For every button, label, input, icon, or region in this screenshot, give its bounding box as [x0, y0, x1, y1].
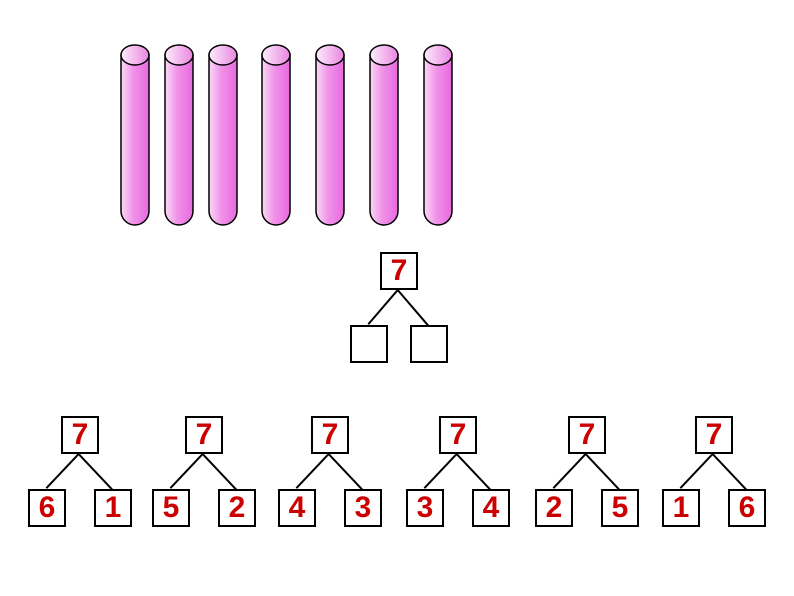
main-tree-edge-right: [397, 290, 429, 326]
main-tree-right: [410, 325, 448, 363]
tree-4-edge-left: [424, 453, 458, 489]
main-tree-edge-left: [367, 289, 399, 325]
rod-4: [262, 45, 290, 225]
tree-3-left: 4: [278, 489, 316, 527]
tree-6-edge-right: [713, 454, 747, 490]
tree-1-left: 6: [28, 489, 66, 527]
tree-2-edge-right: [203, 454, 237, 490]
diagram-canvas: 7761752743734725716: [0, 0, 794, 596]
tree-5-edge-right: [586, 454, 620, 490]
tree-1-top: 7: [61, 416, 99, 454]
tree-1-right: 1: [94, 489, 132, 527]
main-tree-top: 7: [380, 252, 418, 290]
tree-1-edge-left: [46, 453, 80, 489]
tree-6-top: 7: [695, 416, 733, 454]
tree-2-top: 7: [185, 416, 223, 454]
tree-3-edge-left: [296, 453, 330, 489]
tree-2-right: 2: [218, 489, 256, 527]
tree-6-left: 1: [662, 489, 700, 527]
tree-5-right: 5: [601, 489, 639, 527]
tree-6-edge-left: [680, 453, 714, 489]
tree-5-top: 7: [568, 416, 606, 454]
tree-1-edge-right: [79, 454, 113, 490]
rod-6: [370, 45, 398, 225]
rods-group: [0, 0, 794, 260]
main-tree-left: [350, 325, 388, 363]
rod-2: [165, 45, 193, 225]
tree-2-left: 5: [152, 489, 190, 527]
rod-1: [121, 45, 149, 225]
tree-2-edge-left: [170, 453, 204, 489]
tree-4-right: 4: [472, 489, 510, 527]
tree-3-right: 3: [344, 489, 382, 527]
rod-5: [316, 45, 344, 225]
tree-3-top: 7: [311, 416, 349, 454]
rod-7: [424, 45, 452, 225]
tree-5-left: 2: [535, 489, 573, 527]
tree-4-top: 7: [439, 416, 477, 454]
rod-3: [209, 45, 237, 225]
tree-5-edge-left: [553, 453, 587, 489]
tree-4-left: 3: [406, 489, 444, 527]
tree-6-right: 6: [728, 489, 766, 527]
tree-4-edge-right: [457, 454, 491, 490]
tree-3-edge-right: [329, 454, 363, 490]
